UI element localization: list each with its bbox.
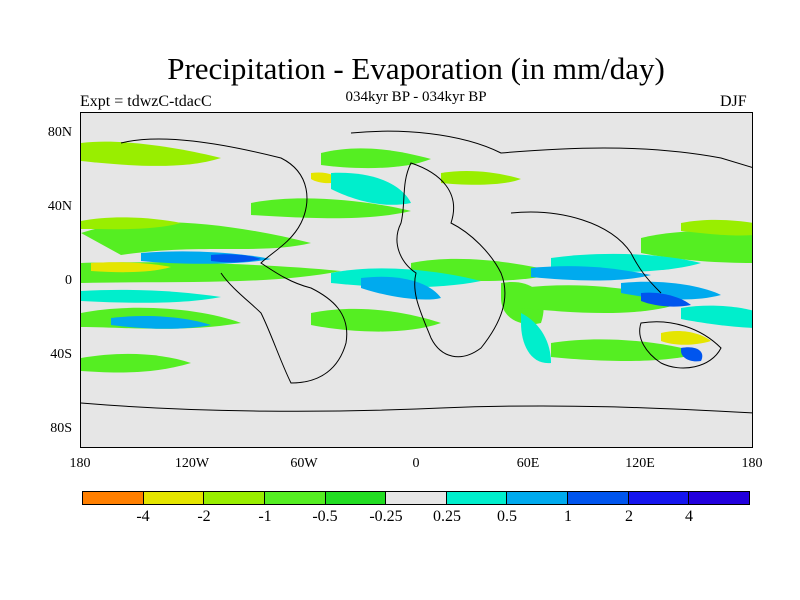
lon-tick-label: 180 xyxy=(69,456,91,471)
colorbar-label: -2 xyxy=(197,508,211,525)
colorbar-swatch xyxy=(83,492,144,504)
lat-tick-label: 80S xyxy=(50,421,72,436)
experiment-label: Expt = tdwzC-tdacC xyxy=(80,93,212,110)
colorbar-swatch xyxy=(143,492,205,504)
colorbar-label: -4 xyxy=(136,508,150,525)
lat-tick-label: 40S xyxy=(50,347,72,362)
colorbar-label: -0.5 xyxy=(312,508,338,525)
lon-tick-label: 120W xyxy=(174,456,210,471)
colorbar-swatch xyxy=(204,492,265,504)
lat-tick-label: 80N xyxy=(47,125,72,140)
colorbar-label: -0.25 xyxy=(369,508,403,525)
lon-tick-label: 0 xyxy=(412,456,420,471)
colorbar-swatch xyxy=(628,492,690,504)
colorbar-label: 0.5 xyxy=(497,508,517,525)
colorbar-label: 2 xyxy=(625,508,633,525)
page-title: Precipitation - Evaporation (in mm/day) xyxy=(167,51,665,86)
lon-tick-label: 60E xyxy=(516,456,540,471)
colorbar-label: -1 xyxy=(258,508,272,525)
colorbar-swatch xyxy=(507,492,569,504)
lat-tick-label: 0 xyxy=(65,273,72,288)
field-negative-blue xyxy=(81,172,752,364)
colorbar-swatch xyxy=(446,492,508,504)
colorbar-label: 1 xyxy=(564,508,572,525)
field-positive-green xyxy=(81,141,752,373)
colorbar-swatch xyxy=(325,492,387,504)
season-label: DJF xyxy=(720,93,747,110)
colorbar xyxy=(82,491,750,505)
colorbar-swatch xyxy=(386,492,447,504)
lon-tick-label: 60W xyxy=(290,456,318,471)
lon-tick-label: 120E xyxy=(625,456,655,471)
colorbar-swatch xyxy=(689,492,750,504)
colorbar-swatch xyxy=(264,492,326,504)
subtitle: 034kyr BP - 034kyr BP xyxy=(345,89,487,105)
colorbar-swatch xyxy=(568,492,629,504)
map-panel xyxy=(80,112,753,448)
map-field xyxy=(81,130,752,414)
lon-tick-label: 180 xyxy=(741,456,763,471)
colorbar-label: 0.25 xyxy=(433,508,461,525)
coastlines xyxy=(81,130,752,414)
lat-tick-label: 40N xyxy=(47,199,72,214)
colorbar-label: 4 xyxy=(685,508,693,525)
